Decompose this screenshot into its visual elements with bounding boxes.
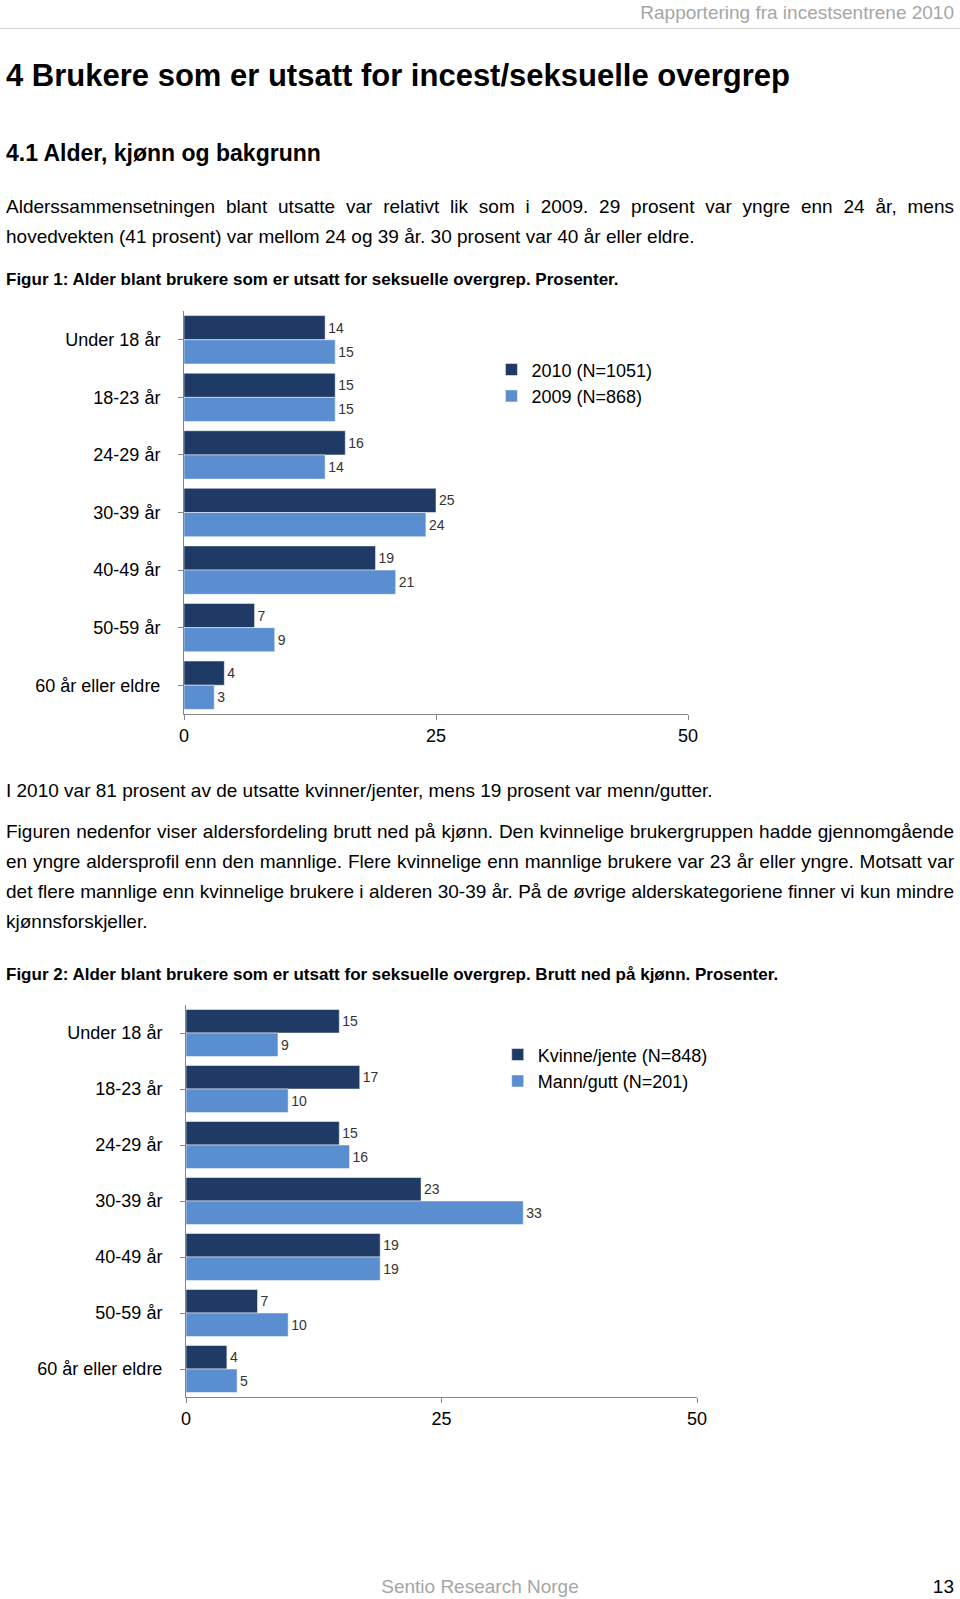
svg-text:24-29 år: 24-29 år [95, 1135, 162, 1155]
svg-text:24: 24 [429, 517, 445, 533]
svg-text:30-39 år: 30-39 år [95, 1191, 162, 1211]
svg-text:18-23 år: 18-23 år [93, 388, 160, 408]
svg-text:18-23 år: 18-23 år [95, 1079, 162, 1099]
svg-text:23: 23 [424, 1181, 440, 1197]
svg-text:7: 7 [261, 1293, 269, 1309]
html-text:Rapportering fra incestsentren: Rapportering fra incestsentrene 2010 [640, 2, 954, 23]
svg-text:10: 10 [291, 1317, 307, 1333]
svg-text:30-39 år: 30-39 år [93, 503, 160, 523]
svg-text:2009 (N=868): 2009 (N=868) [531, 387, 642, 407]
html-text:Figur 1: Alder blant brukere s: Figur 1: Alder blant brukere som er utsa… [6, 270, 619, 289]
html-text:Sentio Research Norge: Sentio Research Norge [381, 1576, 579, 1597]
html-text:Figuren nedenfor viser aldersf: Figuren nedenfor viser aldersfordeling b… [6, 821, 954, 932]
svg-text:50: 50 [678, 726, 698, 746]
svg-text:21: 21 [399, 574, 415, 590]
svg-text:25: 25 [439, 492, 455, 508]
html-text:4 Brukere som er utsatt for in: 4 Brukere som er utsatt for incest/seksu… [6, 58, 790, 93]
svg-text:33: 33 [526, 1205, 542, 1221]
svg-text:4: 4 [227, 665, 235, 681]
html-text:I 2010 var 81 prosent av de ut: I 2010 var 81 prosent av de utsatte kvin… [6, 780, 713, 801]
svg-text:14: 14 [328, 459, 344, 475]
svg-text:9: 9 [281, 1037, 289, 1053]
svg-text:2010 (N=1051): 2010 (N=1051) [531, 361, 652, 381]
svg-text:5: 5 [240, 1373, 248, 1389]
svg-text:50-59 år: 50-59 år [95, 1303, 162, 1323]
svg-text:14: 14 [328, 320, 344, 336]
html-text:4.1 Alder, kjønn og bakgrunn: 4.1 Alder, kjønn og bakgrunn [6, 140, 321, 166]
svg-text:0: 0 [179, 726, 189, 746]
svg-text:4: 4 [230, 1349, 238, 1365]
svg-text:16: 16 [353, 1149, 369, 1165]
svg-text:15: 15 [342, 1013, 358, 1029]
svg-text:24-29 år: 24-29 år [93, 445, 160, 465]
svg-text:Under 18 år: Under 18 år [67, 1023, 162, 1043]
svg-text:15: 15 [338, 377, 354, 393]
svg-text:Kvinne/jente (N=848): Kvinne/jente (N=848) [538, 1046, 708, 1066]
svg-text:50: 50 [687, 1409, 707, 1429]
svg-text:16: 16 [348, 435, 364, 451]
svg-text:17: 17 [363, 1069, 379, 1085]
svg-text:Mann/gutt (N=201): Mann/gutt (N=201) [538, 1072, 689, 1092]
svg-text:40-49 år: 40-49 år [93, 560, 160, 580]
svg-text:40-49 år: 40-49 år [95, 1247, 162, 1267]
html-text:Figur 2: Alder blant brukere s: Figur 2: Alder blant brukere som er utsa… [6, 965, 779, 984]
svg-text:10: 10 [291, 1093, 307, 1109]
svg-text:3: 3 [217, 689, 225, 705]
svg-text:60 år eller eldre: 60 år eller eldre [37, 1359, 162, 1379]
svg-text:9: 9 [278, 632, 286, 648]
svg-text:50-59 år: 50-59 år [93, 618, 160, 638]
svg-text:Under 18 år: Under 18 år [65, 330, 160, 350]
svg-text:15: 15 [338, 344, 354, 360]
svg-text:19: 19 [383, 1237, 399, 1253]
svg-text:15: 15 [338, 401, 354, 417]
svg-text:19: 19 [383, 1261, 399, 1277]
svg-text:7: 7 [258, 608, 266, 624]
svg-text:25: 25 [426, 726, 446, 746]
svg-text:0: 0 [181, 1409, 191, 1429]
svg-text:25: 25 [431, 1409, 451, 1429]
html-text:Alderssammensetningen blant ut: Alderssammensetningen blant utsatte var … [6, 196, 954, 247]
html-text:13: 13 [932, 1576, 954, 1597]
svg-text:19: 19 [379, 550, 395, 566]
svg-text:15: 15 [342, 1125, 358, 1141]
svg-text:60 år eller eldre: 60 år eller eldre [35, 676, 160, 696]
